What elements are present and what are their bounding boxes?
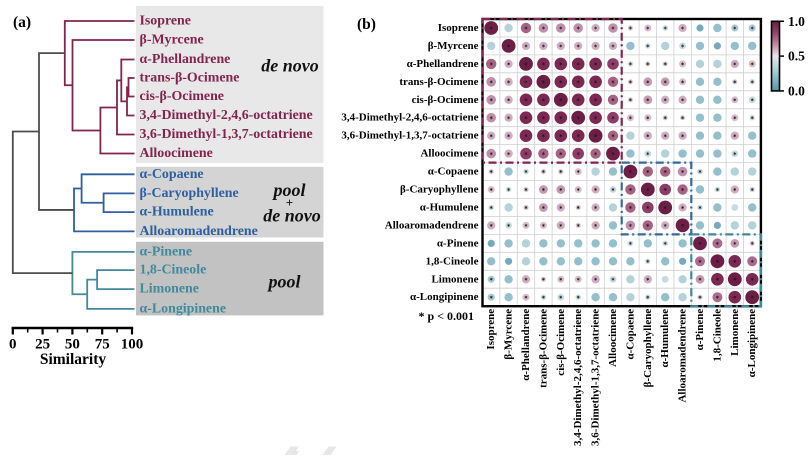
svg-text:cis-β-Ocimene: cis-β-Ocimene (555, 309, 567, 376)
svg-text:1,8-Cineole: 1,8-Cineole (711, 309, 723, 362)
svg-text:0: 0 (9, 337, 17, 353)
svg-text:Isoprene: Isoprene (485, 309, 497, 350)
svg-text:1,8-Cineole: 1,8-Cineole (140, 263, 207, 278)
svg-text:α-Humulene: α-Humulene (420, 202, 479, 214)
svg-text:0.0: 0.0 (788, 83, 805, 98)
svg-text:Alloaromadendrene: Alloaromadendrene (140, 224, 258, 239)
svg-text:+: + (286, 195, 293, 210)
svg-text:pool: pool (266, 272, 300, 292)
svg-text:cis-β-Ocimene: cis-β-Ocimene (140, 89, 224, 104)
svg-text:Isoprene: Isoprene (438, 22, 479, 34)
svg-text:100: 100 (121, 337, 144, 353)
svg-text:Limonene: Limonene (729, 309, 741, 356)
svg-text:1.0: 1.0 (788, 14, 805, 29)
svg-text:β-Caryophyllene: β-Caryophyllene (400, 184, 479, 196)
svg-text:β-Caryophyllene: β-Caryophyllene (642, 309, 654, 388)
svg-text:α-Copaene: α-Copaene (140, 167, 204, 182)
svg-text:trans-β-Ocimene: trans-β-Ocimene (537, 309, 549, 388)
svg-text:α-Copaene: α-Copaene (428, 166, 479, 178)
svg-text:3,4-Dimethyl-2,4,6-octatriene: 3,4-Dimethyl-2,4,6-octatriene (341, 112, 478, 124)
svg-text:β-Myrcene: β-Myrcene (428, 40, 479, 52)
svg-text:de novo: de novo (263, 206, 321, 226)
svg-text:(a): (a) (13, 14, 31, 31)
svg-text:α-Phellandrene: α-Phellandrene (520, 309, 532, 381)
svg-text:α-Pinene: α-Pinene (437, 237, 479, 249)
svg-text:α-Phellandrene: α-Phellandrene (407, 58, 479, 70)
svg-text:3,4-Dimethyl-2,4,6-octatriene: 3,4-Dimethyl-2,4,6-octatriene (572, 309, 584, 446)
svg-text:Limonene: Limonene (431, 273, 478, 285)
svg-text:α-Longipinene: α-Longipinene (746, 309, 758, 378)
svg-text:0.5: 0.5 (788, 49, 805, 64)
svg-text:α-Copaene: α-Copaene (624, 309, 636, 360)
svg-text:3,6-Dimethyl-1,3,7-octatriene: 3,6-Dimethyl-1,3,7-octatriene (341, 130, 478, 142)
svg-text:Alloocimene: Alloocimene (607, 309, 619, 367)
svg-text:α-Humulene: α-Humulene (659, 309, 671, 368)
svg-text:3,4-Dimethyl-2,4,6-octatriene: 3,4-Dimethyl-2,4,6-octatriene (140, 108, 313, 123)
svg-text:trans-β-Ocimene: trans-β-Ocimene (399, 76, 478, 88)
svg-text:α-Humulene: α-Humulene (140, 205, 214, 220)
svg-text:Alloaromadendrene: Alloaromadendrene (385, 219, 479, 231)
svg-text:75: 75 (95, 337, 110, 353)
svg-text:Alloocimene: Alloocimene (140, 146, 213, 161)
svg-text:trans-β-Ocimene: trans-β-Ocimene (140, 71, 240, 86)
svg-text:Limonene: Limonene (140, 282, 199, 297)
svg-text:25: 25 (35, 337, 50, 353)
svg-text:3,6-Dimethyl-1,3,7-octatriene: 3,6-Dimethyl-1,3,7-octatriene (590, 309, 602, 446)
svg-text:* p < 0.001: * p < 0.001 (418, 309, 474, 323)
svg-text:Isoprene: Isoprene (140, 14, 191, 29)
svg-text:β-Myrcene: β-Myrcene (503, 309, 515, 360)
svg-text:Alloaromadendrene: Alloaromadendrene (677, 309, 689, 403)
svg-text:Similarity: Similarity (40, 351, 107, 368)
svg-text:pool: pool (271, 180, 305, 200)
svg-text:cis-β-Ocimene: cis-β-Ocimene (412, 94, 479, 106)
svg-text:Alloocimene: Alloocimene (420, 148, 478, 160)
svg-text:3,6-Dimethyl-1,3,7-octatriene: 3,6-Dimethyl-1,3,7-octatriene (140, 127, 313, 142)
svg-text:1,8-Cineole: 1,8-Cineole (426, 255, 479, 267)
svg-text:α-Longipinene: α-Longipinene (140, 301, 226, 316)
svg-text:α-Longipinene: α-Longipinene (410, 291, 479, 303)
svg-text:α-Phellandrene: α-Phellandrene (140, 52, 231, 67)
svg-text:(b): (b) (357, 16, 376, 33)
svg-text:β-Caryophyllene: β-Caryophyllene (140, 186, 239, 201)
svg-text:α-Pinene: α-Pinene (694, 309, 706, 351)
svg-text:β-Myrcene: β-Myrcene (140, 33, 204, 48)
svg-text:de novo: de novo (261, 56, 319, 76)
svg-text:50: 50 (65, 337, 80, 353)
svg-text:α-Pinene: α-Pinene (140, 244, 193, 259)
